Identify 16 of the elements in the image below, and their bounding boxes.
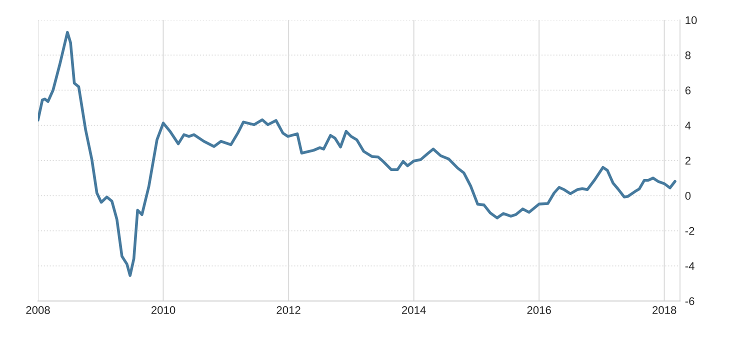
x-tick-label: 2018 bbox=[652, 306, 676, 314]
y-tick-label: 6 bbox=[685, 86, 691, 94]
y-tick-label: 0 bbox=[685, 192, 691, 200]
y-tick-label: 10 bbox=[686, 16, 697, 24]
line-series bbox=[38, 30, 676, 277]
x-tick-label: 2016 bbox=[527, 306, 551, 314]
y-tick-label: 4 bbox=[685, 122, 691, 130]
y-tick-label: -4 bbox=[685, 262, 694, 270]
x-tick-label: 2012 bbox=[276, 306, 300, 314]
x-tick-label: 2014 bbox=[402, 306, 426, 314]
y-tick-label: -2 bbox=[685, 227, 694, 235]
x-tick-label: 2008 bbox=[26, 306, 50, 314]
y-tick-label: 2 bbox=[685, 156, 690, 165]
y-tick-label: -6 bbox=[685, 297, 694, 306]
x-tick-label: 2010 bbox=[151, 306, 176, 314]
y-tick-label: 8 bbox=[685, 51, 691, 60]
